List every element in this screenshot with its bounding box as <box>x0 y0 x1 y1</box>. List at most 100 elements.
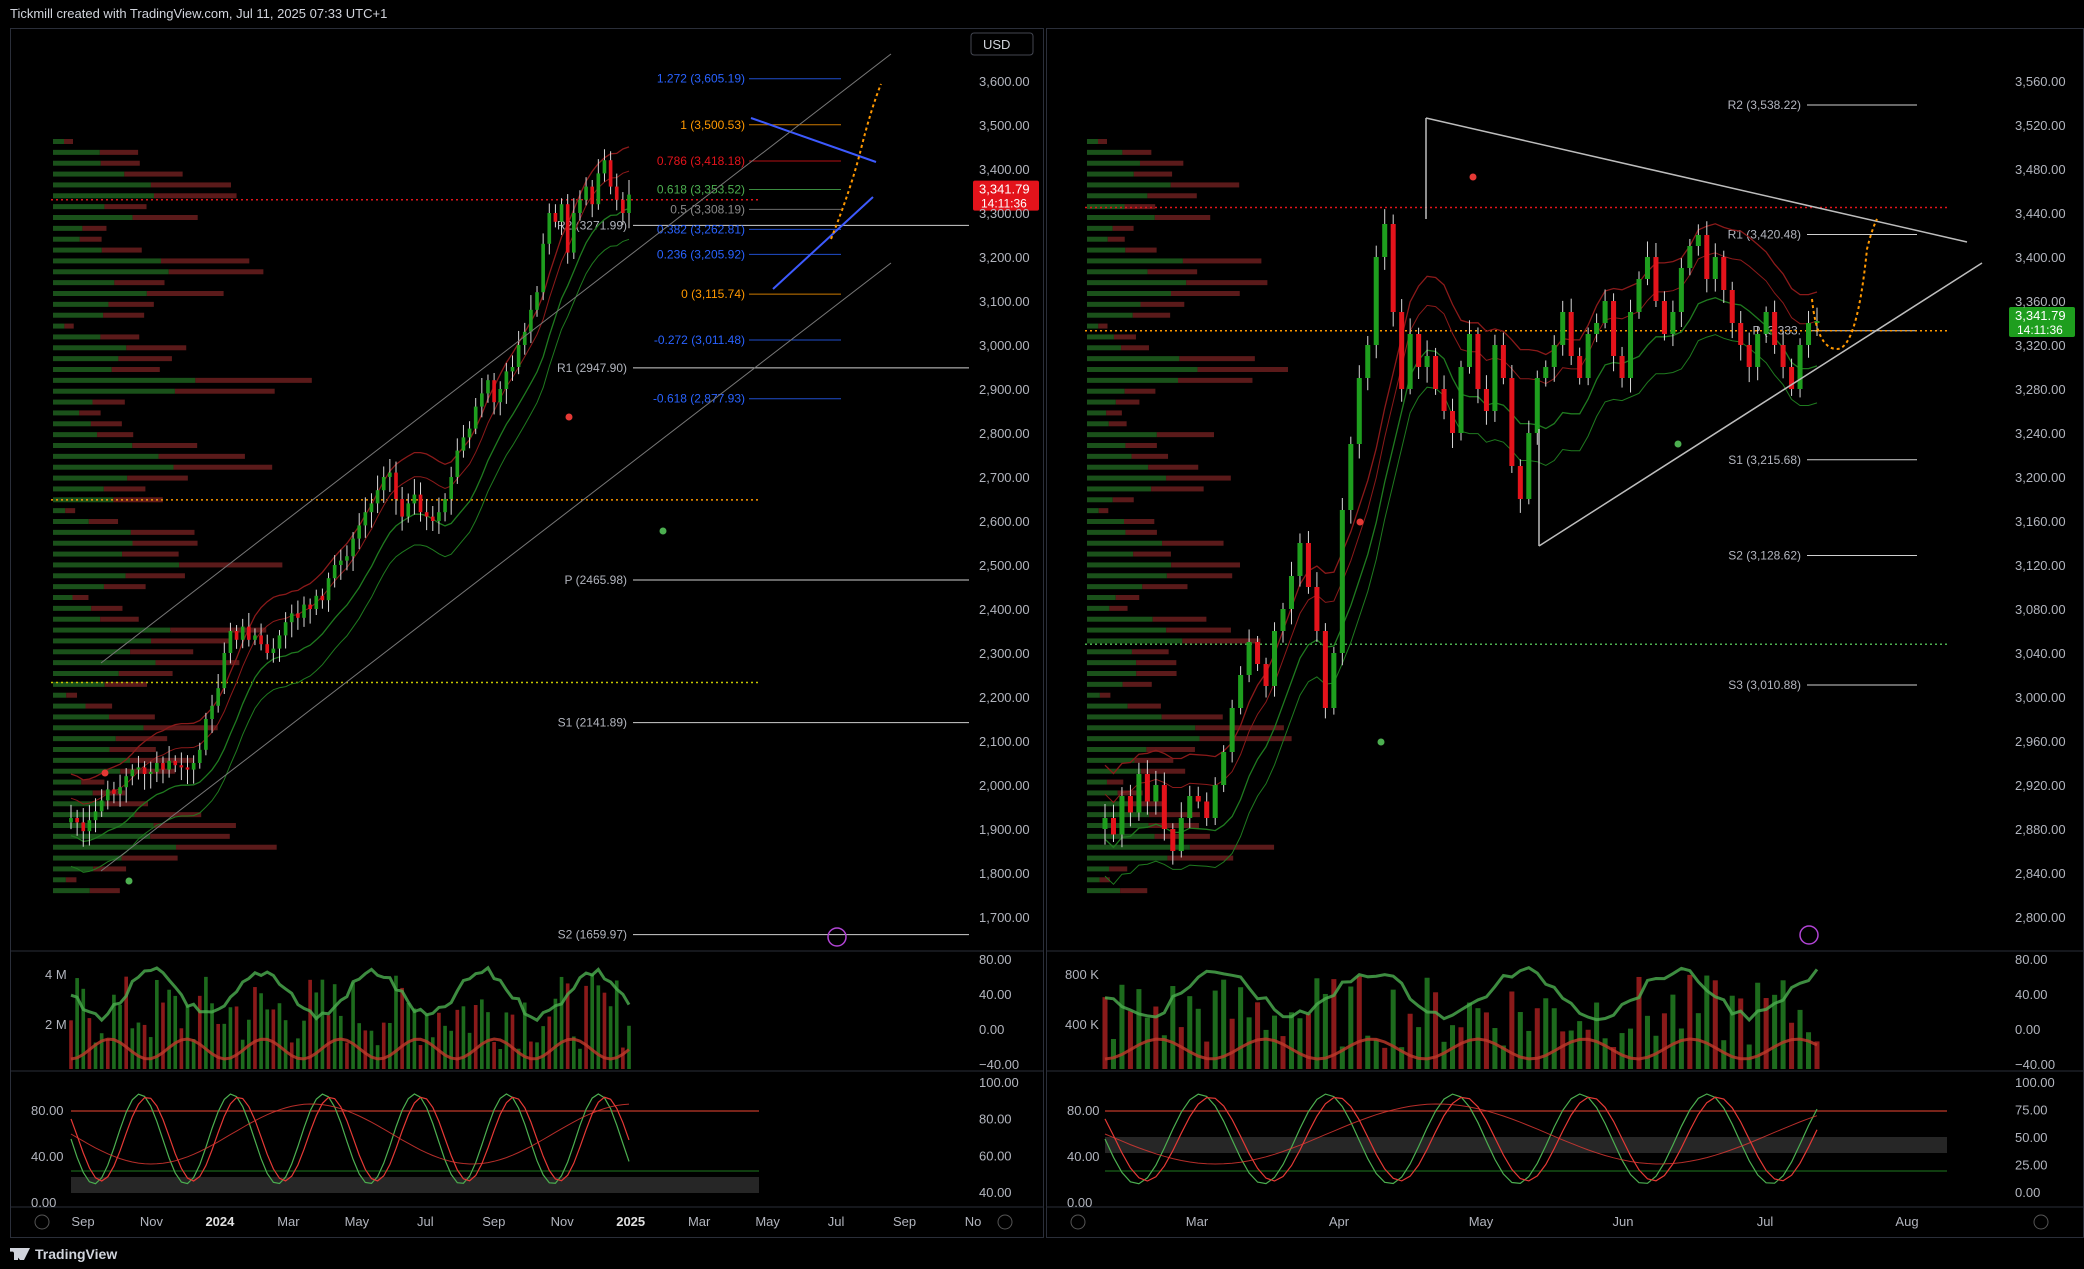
volume-profile-bar <box>1087 508 1099 514</box>
volume-profile-bar <box>1109 866 1128 872</box>
volume-profile-bar <box>1087 823 1149 828</box>
zoom-reset-button <box>34 1214 50 1230</box>
volume-profile-bar <box>1087 269 1148 275</box>
candle-body <box>498 389 503 403</box>
volume-bar <box>1704 975 1710 1069</box>
candle-body <box>394 472 398 499</box>
price-tick-label: 3,560.00 <box>2015 74 2066 89</box>
volume-bar <box>400 987 404 1069</box>
volume-profile-bar <box>1087 757 1135 763</box>
volume-profile-bar <box>72 595 89 600</box>
volume-tick-label: 400 K <box>1065 1017 1099 1032</box>
candle-body <box>357 525 362 539</box>
volume-bar <box>277 1003 282 1069</box>
candle-body <box>1263 664 1269 686</box>
candle-body <box>259 635 263 645</box>
volume-bar <box>1712 980 1718 1069</box>
tradingview-logo[interactable]: TradingView <box>10 1246 117 1262</box>
volume-profile-bar <box>53 768 121 774</box>
candle-body <box>1450 411 1456 433</box>
candle-body <box>571 213 576 253</box>
volume-profile-bar <box>1125 443 1157 448</box>
right-chart-panel[interactable]: R2 (3,538.22) R1 (3,420.48) P (3,333. S1 (3… <box>1046 28 2084 1238</box>
candle-body <box>627 194 631 213</box>
price-tick-label: 3,400.00 <box>2015 250 2066 265</box>
volume-bar <box>173 995 178 1069</box>
candle-body <box>388 472 392 477</box>
candle-body <box>430 516 435 521</box>
volume-profile-bar <box>1087 160 1140 166</box>
volume-bar <box>1611 1047 1617 1069</box>
volume-profile-bar <box>1162 540 1224 546</box>
candle-body <box>124 776 129 788</box>
price-tick-label: 2,000.00 <box>979 778 1030 793</box>
volume-profile-bar <box>104 204 147 210</box>
volume-bar <box>105 1038 110 1069</box>
candle-body <box>240 626 245 640</box>
oscillator-right-tick-label: 100.00 <box>2015 1075 2055 1090</box>
volume-bar <box>627 1025 631 1069</box>
volume-bar <box>1314 978 1320 1069</box>
pivot-label: S3 (3,010.88) <box>1728 678 1801 692</box>
candle-body <box>314 595 319 609</box>
volume-bar <box>1127 1011 1133 1069</box>
volume-profile-bar <box>64 139 73 144</box>
candle-body <box>1670 312 1676 334</box>
pivot-label: R2 (3,538.22) <box>1728 98 1801 112</box>
upper-band-line <box>70 146 630 781</box>
volume-bar <box>87 1018 92 1069</box>
candle-body <box>1644 257 1650 279</box>
candle-body <box>1628 312 1634 378</box>
volume-profile-bar <box>1087 649 1132 655</box>
volume-bar <box>1517 1012 1523 1069</box>
signal-dot <box>1377 738 1385 746</box>
volume-bar <box>381 1022 386 1069</box>
volume-profile-bar <box>1087 529 1126 535</box>
volume-bar <box>602 992 607 1069</box>
pivot-label: S2 (3,128.62) <box>1728 549 1801 563</box>
candle-body <box>1500 345 1506 378</box>
right-chart-svg[interactable]: R2 (3,538.22)R1 (3,420.48)P (3,333.S1 (3… <box>1047 29 2083 1237</box>
left-chart-svg[interactable]: R2 (3271.99)R1 (2947.90)P (2465.98)S1 (2… <box>11 29 1043 1237</box>
volume-bar <box>1255 1002 1261 1069</box>
volume-profile-bar <box>1136 660 1177 666</box>
volume-profile-bar <box>53 638 152 644</box>
volume-right-tick-label: 40.00 <box>2015 987 2048 1002</box>
pivot-label: S1 (2141.89) <box>558 716 627 730</box>
trend-line <box>750 117 877 163</box>
volume-profile-bar <box>1178 377 1253 383</box>
volume-bar <box>467 1032 472 1069</box>
volume-profile-bar <box>176 844 277 850</box>
volume-profile-bar <box>115 736 168 742</box>
volume-profile-bar <box>1087 291 1172 296</box>
stoch-k-line <box>70 1093 630 1185</box>
candle-body <box>602 160 607 174</box>
volume-profile-bar <box>1199 736 1292 742</box>
volume-bar <box>621 1047 625 1069</box>
volume-profile-bar <box>53 866 94 872</box>
pivot-label: S2 (1659.97) <box>558 928 627 942</box>
volume-profile-bar <box>1087 247 1126 253</box>
volume-profile-bar <box>126 345 187 351</box>
volume-bar <box>1628 1028 1634 1069</box>
time-tick-label: Aug <box>1895 1214 1918 1229</box>
oscillator-left-tick-label: 0.00 <box>1067 1195 1092 1210</box>
volume-bar <box>516 1048 521 1069</box>
candle-body <box>455 450 460 477</box>
candle-body <box>222 653 227 689</box>
left-chart-panel[interactable]: R2 (3271.99) R1 (2947.90) P (2465.98) S1 (2… <box>10 28 1044 1238</box>
volume-bar <box>197 995 202 1069</box>
candle-body <box>283 622 288 636</box>
volume-bar <box>1738 998 1744 1069</box>
volume-bar <box>75 978 79 1069</box>
time-tick-label: May <box>755 1214 780 1229</box>
oscillator-left-tick-label: 80.00 <box>1067 1103 1100 1118</box>
volume-profile-bar <box>122 551 179 557</box>
volume-bar <box>1661 1013 1667 1069</box>
candle-body <box>1602 301 1608 323</box>
time-tick-label: Apr <box>1329 1214 1350 1229</box>
volume-bar <box>1526 1030 1532 1069</box>
volume-bar <box>1144 1017 1150 1069</box>
volume-bar <box>357 1023 362 1069</box>
candle-body <box>1424 356 1430 367</box>
